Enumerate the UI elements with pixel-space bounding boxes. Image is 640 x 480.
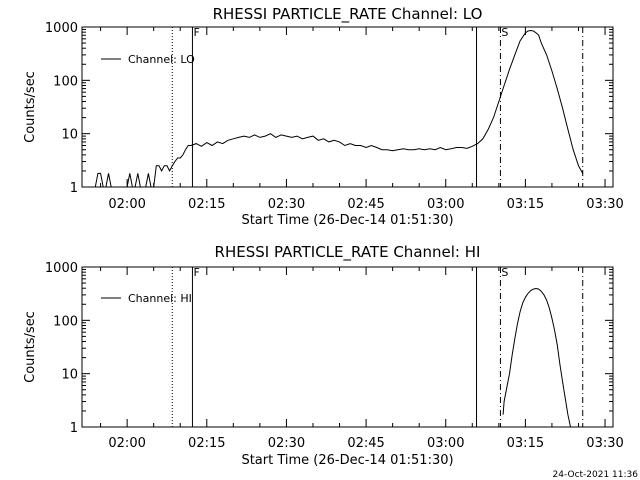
- x-tick-label: 02:30: [268, 197, 305, 212]
- footer-timestamp: 24-Oct-2021 11:36: [553, 470, 639, 480]
- plot-frame: [81, 266, 614, 428]
- x-tick-label: 02:45: [347, 197, 384, 212]
- y-tick-label: 10: [61, 128, 78, 143]
- chart-title: RHESSI PARTICLE_RATE Channel: HI: [215, 243, 481, 262]
- x-tick-label: 02:30: [268, 436, 305, 451]
- plot-frame: [81, 26, 614, 188]
- marker-label: S: [501, 26, 508, 39]
- y-tick-label: 1000: [45, 261, 78, 276]
- x-tick-label: 03:15: [507, 197, 544, 212]
- y-tick-label: 1: [70, 181, 78, 196]
- chart-title: RHESSI PARTICLE_RATE Channel: LO: [213, 5, 483, 24]
- legend-label: Channel: LO: [128, 53, 195, 66]
- x-tick-label: 02:00: [108, 197, 145, 212]
- x-tick-label: 03:30: [586, 436, 623, 451]
- legend-label: Channel: HI: [128, 292, 192, 305]
- x-tick-label: 03:30: [586, 197, 623, 212]
- y-tick-label: 10: [61, 368, 78, 383]
- panel-lo: RHESSI PARTICLE_RATE Channel: LO 1 10 100 10…: [23, 5, 624, 228]
- marker-label: S: [501, 266, 508, 279]
- x-tick-label: 02:15: [188, 436, 225, 451]
- y-tick-label: 100: [53, 74, 78, 89]
- x-tick-label: 03:15: [507, 436, 544, 451]
- x-tick-label: 03:00: [427, 436, 464, 451]
- y-axis-label: Counts/sec: [23, 311, 38, 383]
- series-line: [82, 29, 584, 188]
- y-axis-label: Counts/sec: [23, 71, 38, 143]
- series-line: [502, 287, 571, 428]
- x-axis-label: Start Time (26-Dec-14 01:51:30): [241, 213, 453, 228]
- y-tick-label: 1000: [45, 21, 78, 36]
- x-axis-label: Start Time (26-Dec-14 01:51:30): [241, 453, 453, 468]
- y-tick-label: 1: [70, 421, 78, 436]
- y-tick-label: 100: [53, 314, 78, 329]
- panel-hi: RHESSI PARTICLE_RATE Channel: HI 1 10 100 10…: [23, 243, 624, 468]
- x-tick-label: 02:00: [108, 436, 145, 451]
- x-tick-label: 02:15: [188, 197, 225, 212]
- x-tick-label: 02:45: [347, 436, 384, 451]
- marker-label: F: [193, 266, 199, 279]
- x-tick-label: 03:00: [427, 197, 464, 212]
- marker-label: F: [193, 26, 199, 39]
